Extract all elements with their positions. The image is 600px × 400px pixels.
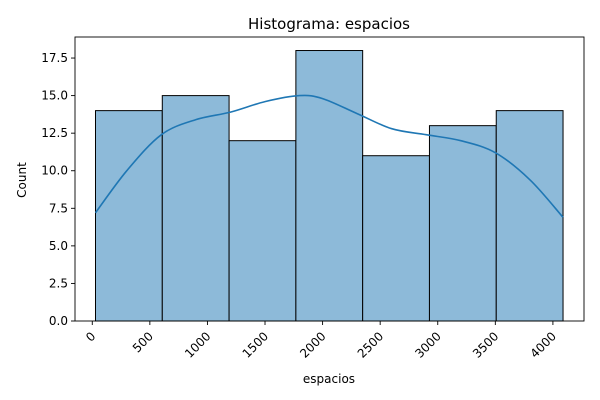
histogram-bar — [428, 125, 497, 322]
x-tick-label: 3500 — [470, 329, 501, 360]
kde-line — [94, 94, 564, 218]
plot-frame — [74, 36, 585, 322]
y-axis-ticks: 0.0 2.5 5.0 7.5 10.0 12.5 15.0 17.5 — [41, 51, 75, 328]
histogram-bar — [362, 155, 430, 322]
y-tick-label: 17.5 — [41, 51, 68, 65]
y-tick-label: 12.5 — [41, 126, 68, 140]
x-tick-label: 4000 — [528, 329, 559, 360]
x-tick-label: 3000 — [412, 329, 443, 360]
y-tick-label: 10.0 — [41, 164, 68, 178]
y-tick-label: 0.0 — [49, 314, 68, 328]
y-axis-label: Count — [15, 162, 29, 198]
x-tick-label: 2500 — [355, 329, 386, 360]
histogram-bars — [94, 50, 564, 322]
y-tick-label: 15.0 — [41, 89, 68, 103]
histogram-bar — [161, 95, 230, 322]
x-axis-label: espacios — [303, 372, 355, 386]
histogram-bar — [295, 50, 364, 322]
y-tick-label: 2.5 — [49, 276, 68, 290]
x-tick-label: 2000 — [297, 329, 328, 360]
histogram-bar — [495, 110, 564, 322]
y-tick-label: 5.0 — [49, 239, 68, 253]
histogram-bar — [94, 110, 163, 322]
chart-title: Histograma: espacios — [248, 15, 410, 33]
x-tick-label: 500 — [130, 329, 156, 355]
x-tick-label: 1500 — [240, 329, 271, 360]
x-tick-label: 0 — [83, 329, 98, 344]
histogram-bar — [228, 140, 297, 322]
y-tick-label: 7.5 — [49, 201, 68, 215]
x-axis-ticks: 0 500 1000 1500 2000 2500 3000 3500 4000 — [83, 321, 559, 361]
x-tick-label: 1000 — [182, 329, 213, 360]
